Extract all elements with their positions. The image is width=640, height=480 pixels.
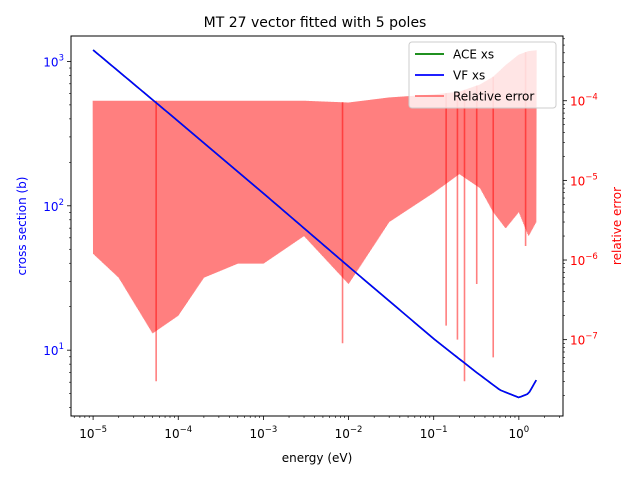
y-axis-right-label: relative error <box>610 187 624 265</box>
y-axis-left: 101 102 103 <box>43 53 71 408</box>
x-tick-label: 10−2 <box>335 425 363 441</box>
y-axis-right: 10−7 10−6 10−5 10−4 <box>563 38 598 396</box>
y-right-tick-label: 10−7 <box>570 332 598 348</box>
x-axis: 10−5 10−4 10−3 10−2 10−1 100 <box>73 416 560 441</box>
y-left-tick-label: 102 <box>43 198 64 214</box>
x-tick-label: 100 <box>508 425 529 441</box>
vf-xs-line <box>92 49 537 399</box>
x-tick-label: 10−4 <box>164 425 192 441</box>
relative-error-line <box>92 50 537 334</box>
legend-label-vf: VF xs <box>453 69 485 83</box>
y-right-tick-label: 10−5 <box>570 172 598 188</box>
y-right-tick-label: 10−4 <box>570 93 598 109</box>
y-right-tick-label: 10−6 <box>570 252 598 268</box>
plot-frame <box>70 35 564 417</box>
legend-label-ace: ACE xs <box>453 48 494 62</box>
y-left-tick-label: 101 <box>43 342 64 358</box>
y-left-tick-label: 103 <box>43 53 64 69</box>
x-axis-label: energy (eV) <box>282 451 353 465</box>
y-axis-left-label: cross section (b) <box>15 177 29 276</box>
x-tick-label: 10−5 <box>79 425 107 441</box>
legend: ACE xs VF xs Relative error <box>408 41 557 109</box>
chart-title: MT 27 vector fitted with 5 poles <box>204 15 427 31</box>
legend-box <box>408 41 557 109</box>
x-tick-label: 10−1 <box>420 425 448 441</box>
x-tick-label: 10−3 <box>249 425 277 441</box>
legend-label-relerr: Relative error <box>453 90 534 104</box>
